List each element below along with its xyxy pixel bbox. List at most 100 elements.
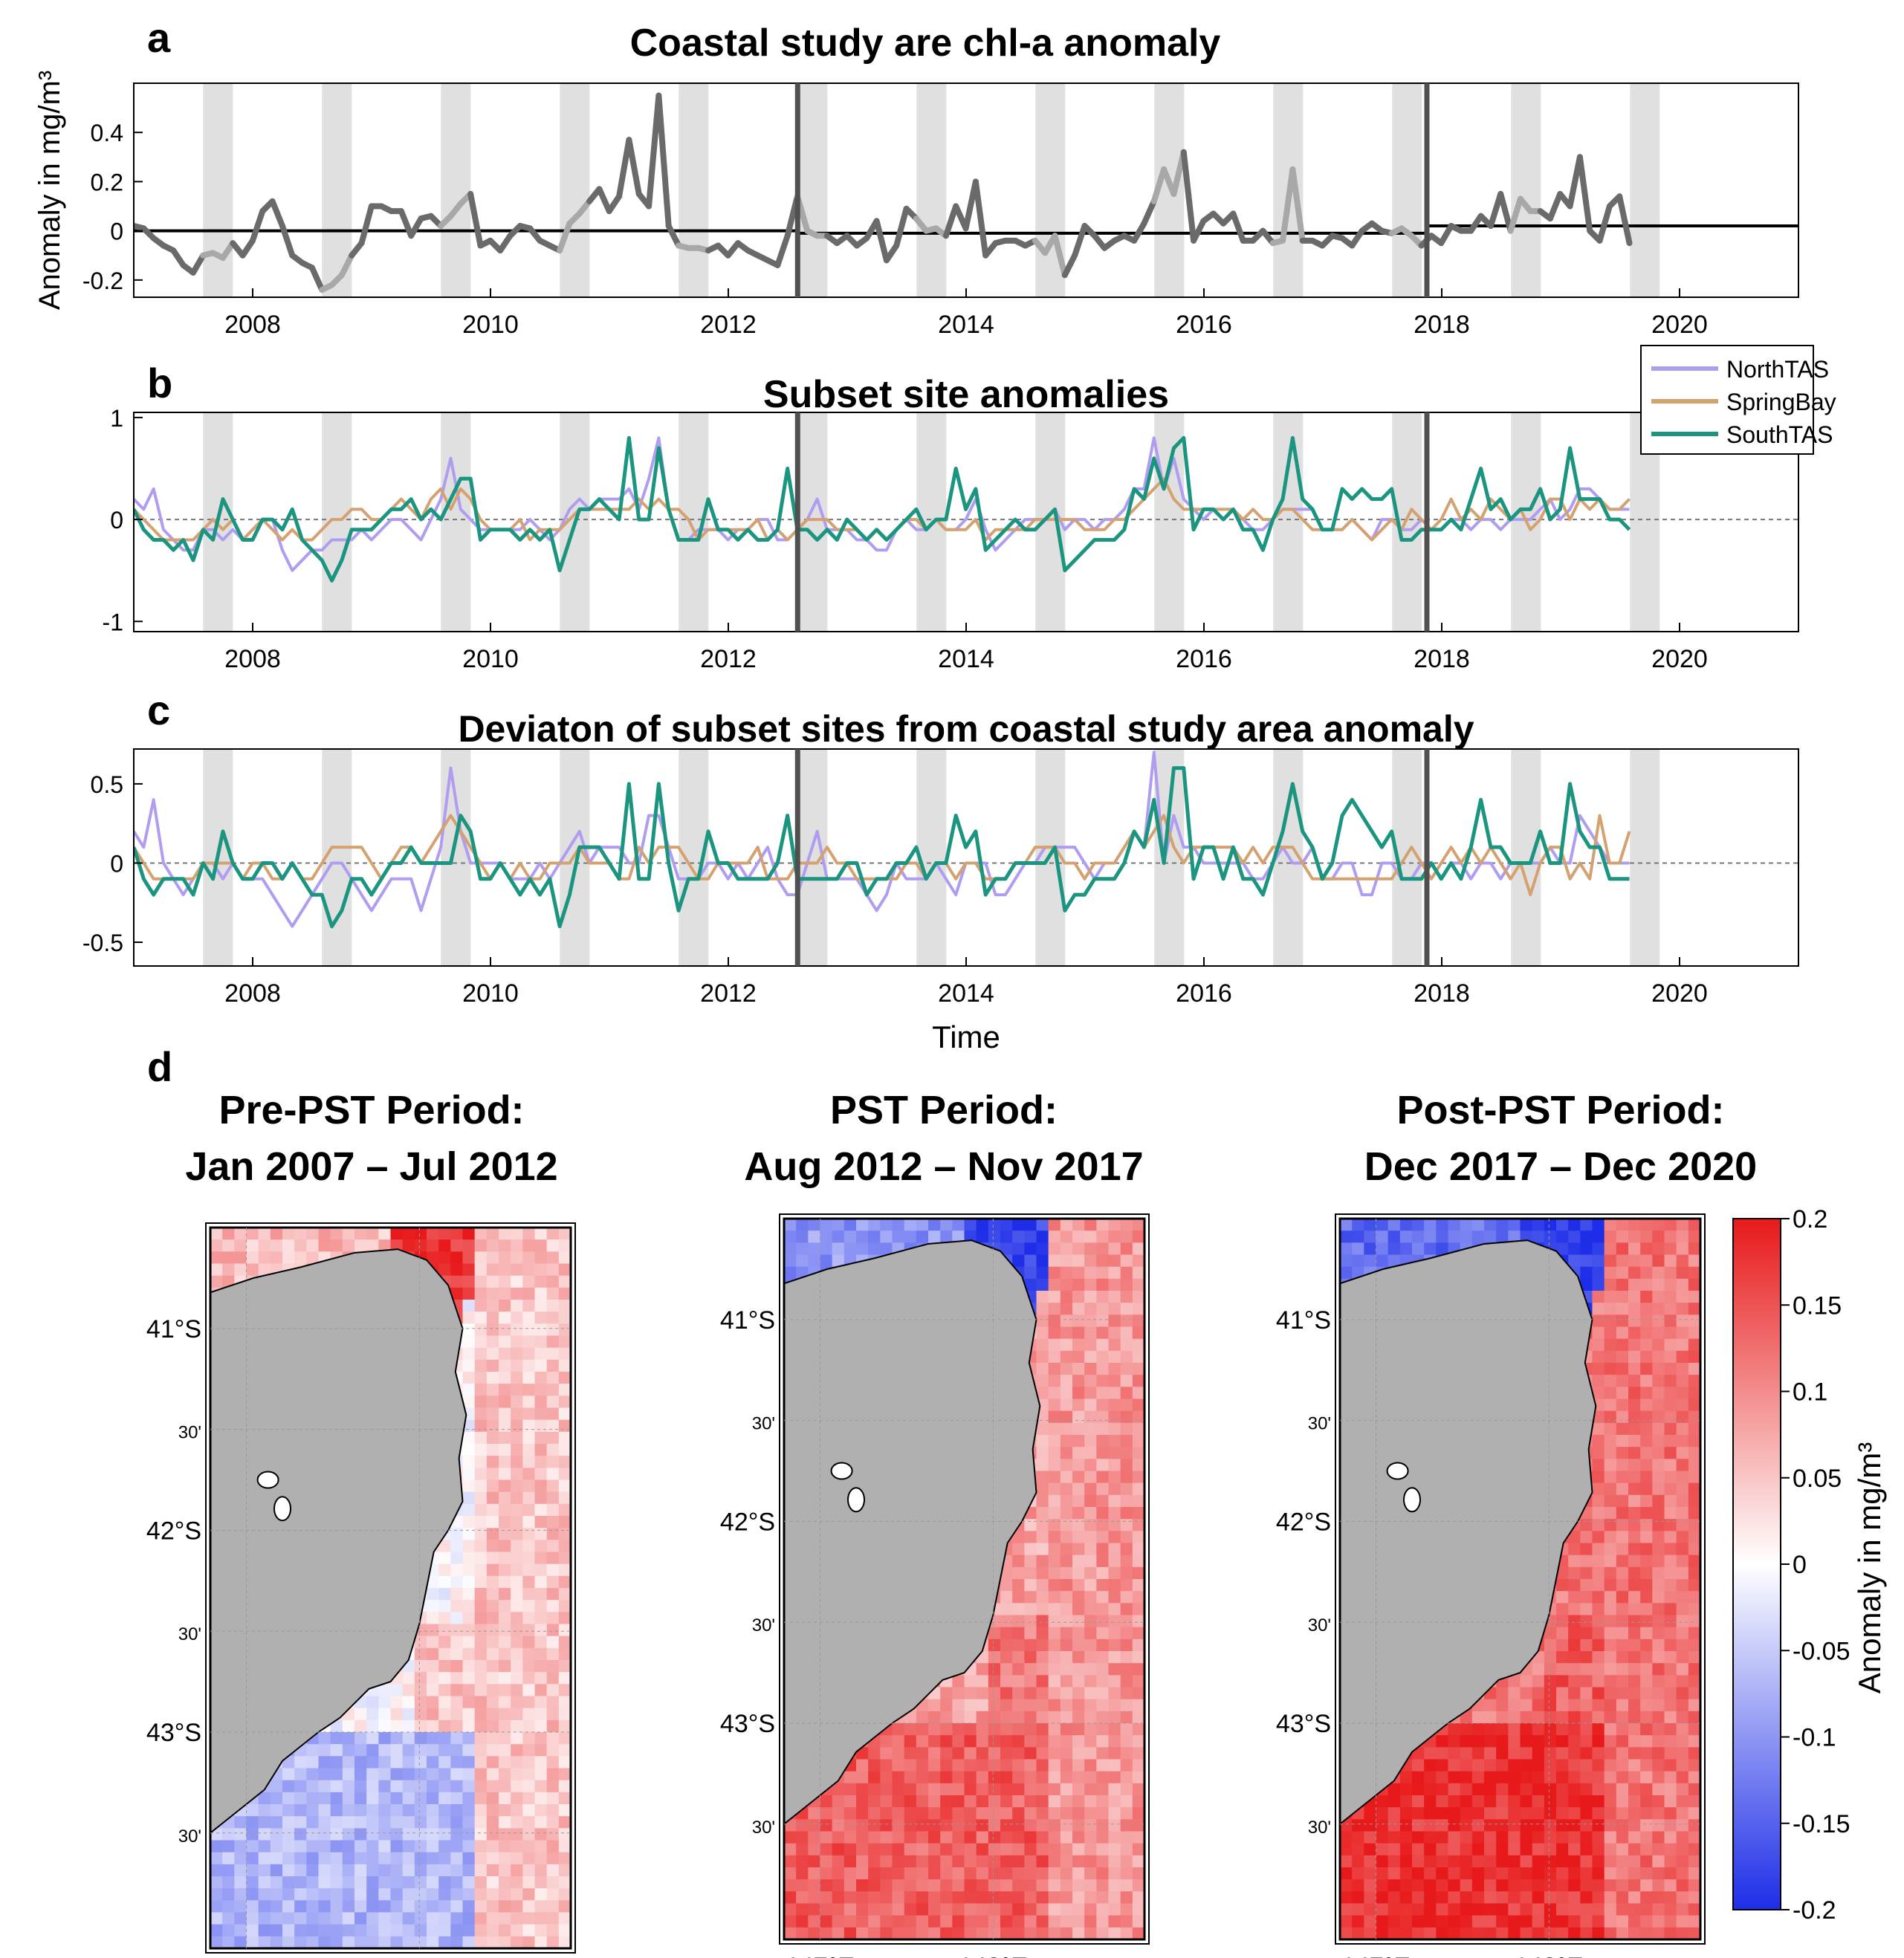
- anomaly-cell: [1012, 1735, 1025, 1748]
- anomaly-cell: [270, 1239, 283, 1252]
- anomaly-cell: [546, 1312, 560, 1324]
- anomaly-cell: [1036, 1579, 1049, 1592]
- anomaly-cell: [354, 1900, 367, 1913]
- anomaly-cell: [1688, 1303, 1701, 1315]
- anomaly-cell: [892, 1219, 905, 1231]
- anomaly-cell: [270, 1852, 283, 1865]
- anomaly-cell: [1652, 1231, 1665, 1243]
- anomaly-cell: [856, 1855, 869, 1868]
- anomaly-cell: [1604, 1459, 1617, 1472]
- anomaly-cell: [1048, 1519, 1061, 1531]
- anomaly-cell: [1096, 1422, 1110, 1436]
- series-line-north: [134, 436, 1630, 572]
- anomaly-cell: [534, 1407, 548, 1421]
- anomaly-cell: [342, 1780, 355, 1793]
- anomaly-cell: [1640, 1231, 1653, 1243]
- anomaly-cell: [282, 1840, 295, 1853]
- anomaly-cell: [1628, 1519, 1641, 1531]
- xtick-label: 2020: [1651, 979, 1708, 1008]
- anomaly-cell: [258, 1828, 271, 1841]
- anomaly-cell: [1084, 1459, 1097, 1472]
- anomaly-cell: [1664, 1387, 1677, 1400]
- anomaly-cell: [964, 1219, 977, 1231]
- anomaly-cell: [1676, 1435, 1689, 1448]
- anomaly-cell: [558, 1384, 571, 1396]
- anomaly-cell: [1340, 1219, 1353, 1231]
- anomaly-cell: [1084, 1531, 1097, 1544]
- anomaly-cell: [1676, 1242, 1689, 1256]
- anomaly-cell: [964, 1915, 977, 1928]
- anomaly-cell: [1120, 1867, 1133, 1880]
- anomaly-cell: [402, 1756, 415, 1769]
- anomaly-cell: [1084, 1410, 1097, 1424]
- anomaly-cell: [270, 1804, 283, 1817]
- anomaly-cell: [1120, 1291, 1133, 1303]
- anomaly-cell: [558, 1323, 571, 1337]
- anomaly-cell: [1120, 1759, 1133, 1772]
- anomaly-cell: [1012, 1807, 1025, 1820]
- anomaly-cell: [964, 1843, 977, 1856]
- anomaly-cell: [1604, 1326, 1617, 1340]
- anomaly-cell: [294, 1864, 307, 1877]
- anomaly-cell: [1060, 1303, 1073, 1315]
- anomaly-cell: [1012, 1663, 1025, 1676]
- anomaly-cell: [462, 1708, 476, 1721]
- anomaly-cell: [558, 1756, 571, 1769]
- anomaly-cell: [1604, 1350, 1617, 1364]
- anomaly-cell: [1000, 1579, 1013, 1592]
- anomaly-cell: [558, 1300, 571, 1312]
- anomaly-cell: [414, 1792, 427, 1805]
- anomaly-cell: [474, 1936, 488, 1949]
- anomaly-cell: [258, 1251, 271, 1265]
- anomaly-cell: [1072, 1927, 1085, 1940]
- anomaly-cell: [1060, 1555, 1073, 1568]
- anomaly-cell: [354, 1816, 367, 1829]
- anomaly-cell: [1120, 1855, 1133, 1868]
- anomaly-cell: [258, 1852, 271, 1865]
- anomaly-cell: [534, 1732, 548, 1745]
- anomaly-cell: [1616, 1482, 1629, 1496]
- anomaly-cell: [1132, 1471, 1145, 1484]
- anomaly-cell: [499, 1228, 511, 1240]
- anomaly-cell: [988, 1735, 1001, 1748]
- anomaly-cell: [1592, 1326, 1605, 1340]
- anomaly-cell: [210, 1912, 223, 1925]
- anomaly-cell: [534, 1384, 548, 1396]
- shaded-band: [441, 83, 471, 297]
- anomaly-cell: [366, 1876, 379, 1889]
- anomaly-cell: [1424, 1219, 1437, 1231]
- anomaly-cell: [1132, 1543, 1145, 1556]
- anomaly-cell: [1060, 1231, 1073, 1243]
- anomaly-cell: [378, 1900, 392, 1913]
- anomaly-cell: [258, 1228, 271, 1240]
- anomaly-cell: [1108, 1915, 1121, 1928]
- anomaly-cell: [892, 1843, 905, 1856]
- anomaly-cell: [546, 1719, 560, 1733]
- anomaly-cell: [1616, 1363, 1629, 1375]
- anomaly-cell: [474, 1563, 488, 1577]
- anomaly-cell: [1132, 1398, 1145, 1412]
- anomaly-cell: [1471, 1219, 1485, 1231]
- anomaly-cell: [1132, 1675, 1145, 1688]
- anomaly-cell: [558, 1900, 571, 1913]
- anomaly-cell: [1120, 1350, 1133, 1364]
- lat-tick-label: 30': [752, 1615, 775, 1636]
- anomaly-cell: [964, 1711, 977, 1724]
- anomaly-cell: [499, 1312, 511, 1324]
- anomaly-cell: [1132, 1819, 1145, 1832]
- anomaly-cell: [438, 1600, 451, 1612]
- anomaly-cell: [808, 1819, 821, 1832]
- coastal-anomaly-segment: [557, 220, 573, 254]
- anomaly-cell: [1048, 1591, 1061, 1604]
- anomaly-cell: [1592, 1266, 1605, 1280]
- anomaly-cell: [486, 1419, 499, 1433]
- coastal-anomaly-segment: [1150, 166, 1168, 204]
- xtick-label: 2008: [224, 311, 281, 339]
- anomaly-cell: [1012, 1771, 1025, 1784]
- anomaly-cell: [318, 1900, 331, 1913]
- anomaly-cell: [462, 1936, 476, 1949]
- anomaly-cell: [832, 1807, 845, 1820]
- anomaly-cell: [1628, 1338, 1641, 1352]
- anomaly-cell: [784, 1927, 797, 1940]
- anomaly-cell: [522, 1384, 536, 1396]
